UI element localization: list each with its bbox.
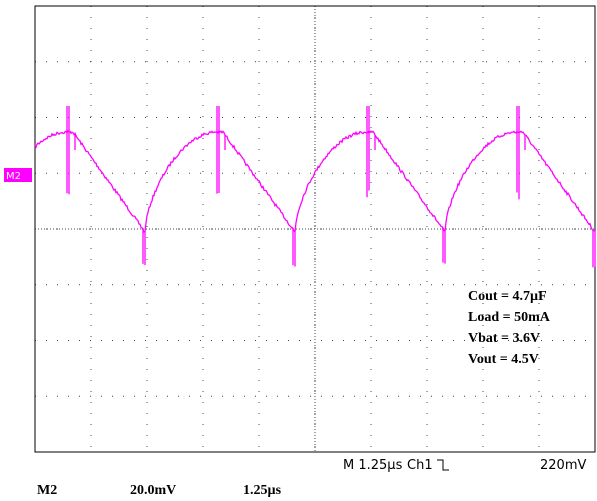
trigger-level: 220mV: [540, 458, 586, 473]
annotation: Load = 50mA: [468, 310, 551, 325]
footer-source: M2: [37, 483, 57, 498]
annotation: Cout = 4.7µF: [468, 289, 547, 304]
graticule: [35, 6, 595, 452]
channel-marker: M2: [6, 171, 21, 182]
trigger-icon: [437, 459, 449, 471]
annotation: Vout = 4.5V: [468, 352, 539, 367]
channel: Ch1: [407, 458, 433, 473]
footer-scale: 20.0mV: [130, 483, 176, 498]
waveform-trace: [34, 106, 596, 268]
annotation: Vbat = 3.6V: [468, 331, 540, 346]
timebase: M 1.25µs: [343, 458, 403, 473]
marker-box: [4, 168, 32, 182]
footer-time: 1.25µs: [243, 483, 282, 498]
screen-border: [34, 5, 596, 453]
